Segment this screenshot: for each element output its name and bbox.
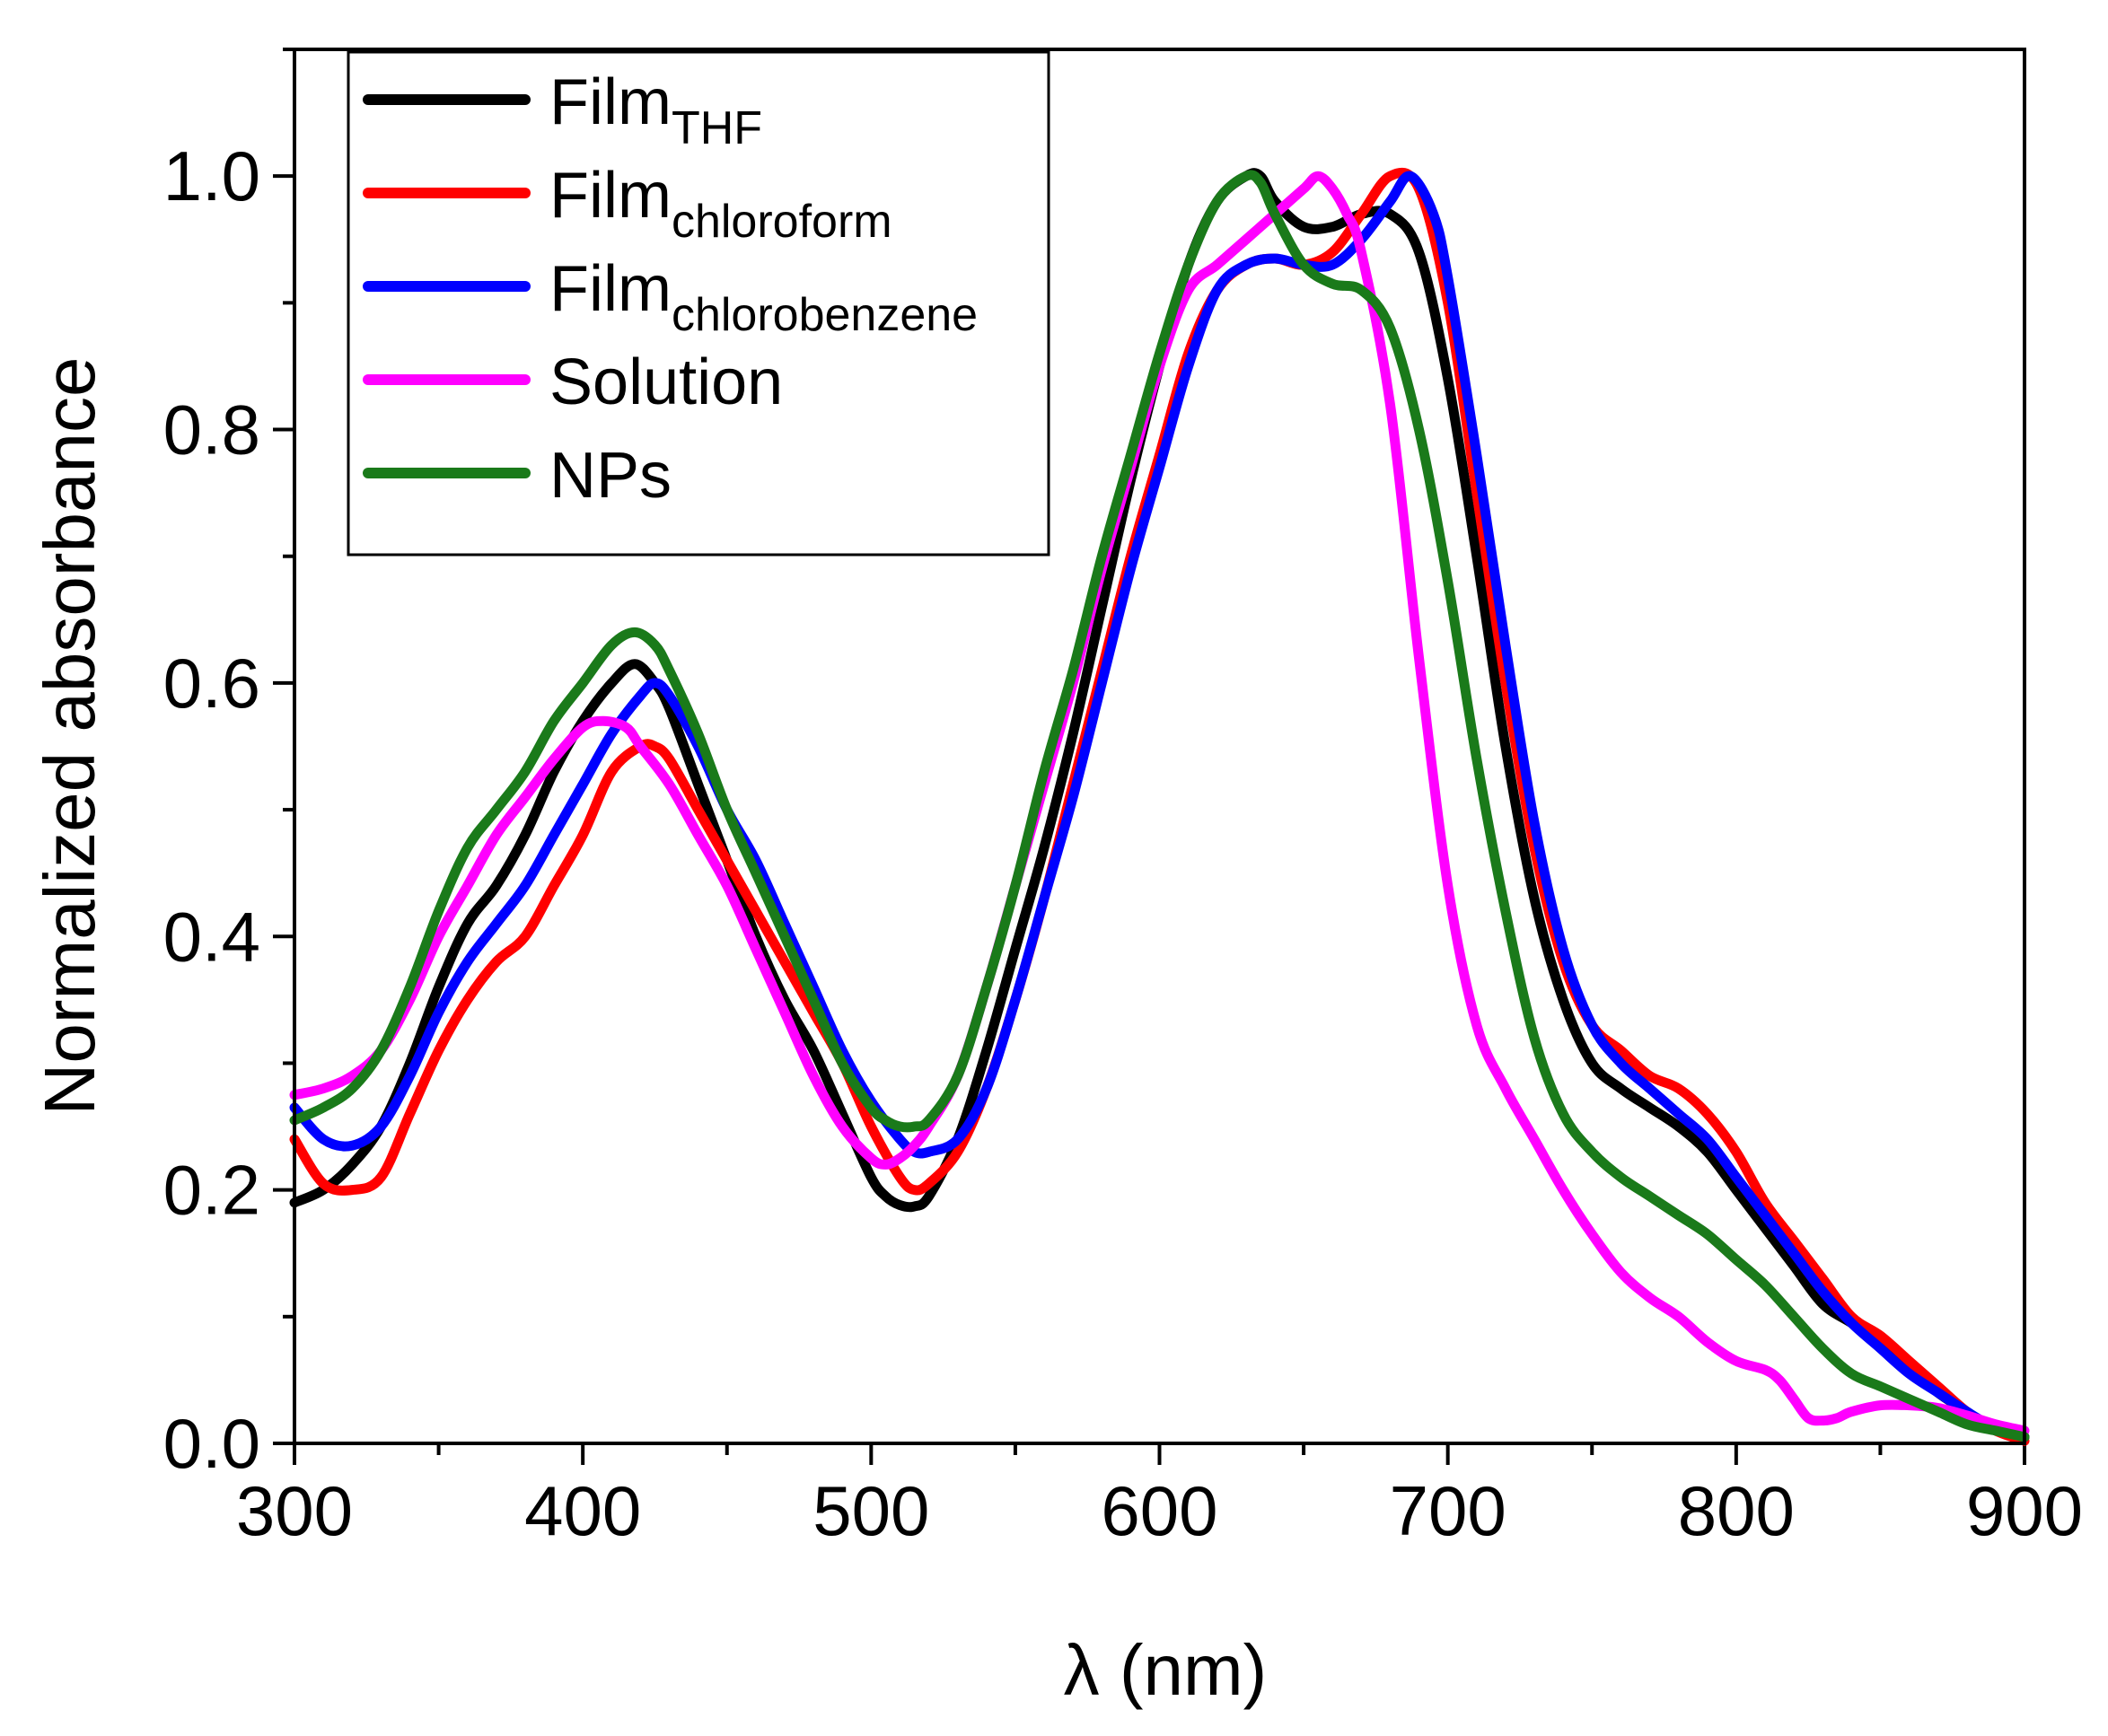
legend-label-film-chlorobenzene: Filmchlorobenzene (549, 253, 978, 341)
series-line-nps (289, 170, 2030, 1442)
legend-label-film-chloroform: Filmchloroform (549, 160, 892, 248)
series-lines (289, 167, 2030, 1446)
x-tick-label: 400 (524, 1471, 641, 1550)
axes: 300 400 500 600 700 800 900 0.0 0.2 0.4 0.6 0.8 1.0 (163, 48, 2083, 1550)
legend-label-film-thf: FilmTHF (549, 66, 762, 154)
y-tick-label: 0.0 (163, 1404, 260, 1483)
x-tick-label: 900 (1966, 1471, 2083, 1550)
x-tick-label: 700 (1390, 1471, 1506, 1550)
legend-label-text: Film (549, 253, 672, 325)
plot-frame (293, 48, 2026, 1445)
y-tick-label: 0.2 (163, 1151, 260, 1230)
legend-label-nps: NPs (549, 440, 672, 512)
x-tick-label: 600 (1101, 1471, 1217, 1550)
x-tick-label: 800 (1678, 1471, 1795, 1550)
y-tick-label: 0.8 (163, 390, 260, 469)
legend-label-text: Film (549, 66, 672, 138)
legend-label-subscript: THF (672, 102, 762, 154)
x-tick-label: 300 (236, 1471, 353, 1550)
x-tick-label: 500 (812, 1471, 929, 1550)
legend-label-text: NPs (549, 440, 672, 512)
legend-label-text: Solution (549, 346, 783, 418)
legend: FilmTHFFilmchloroformFilmchlorobenzeneSo… (347, 50, 1050, 557)
legend-label-subscript: chlorobenzene (672, 289, 978, 341)
y-tick-label: 0.4 (163, 897, 260, 976)
legend-label-subscript: chloroform (672, 196, 892, 248)
legend-label-solution: Solution (549, 346, 783, 418)
series-line-solution (289, 171, 2030, 1436)
y-tick-label: 1.0 (163, 136, 260, 215)
y-tick-label: 0.6 (163, 644, 260, 723)
x-axis-label: λ (nm) (1064, 1630, 1268, 1710)
series-line-film-chlorobenzene (289, 171, 2030, 1442)
legend-label-text: Film (549, 160, 672, 232)
y-axis-label: Normalized absorbance (30, 357, 110, 1116)
